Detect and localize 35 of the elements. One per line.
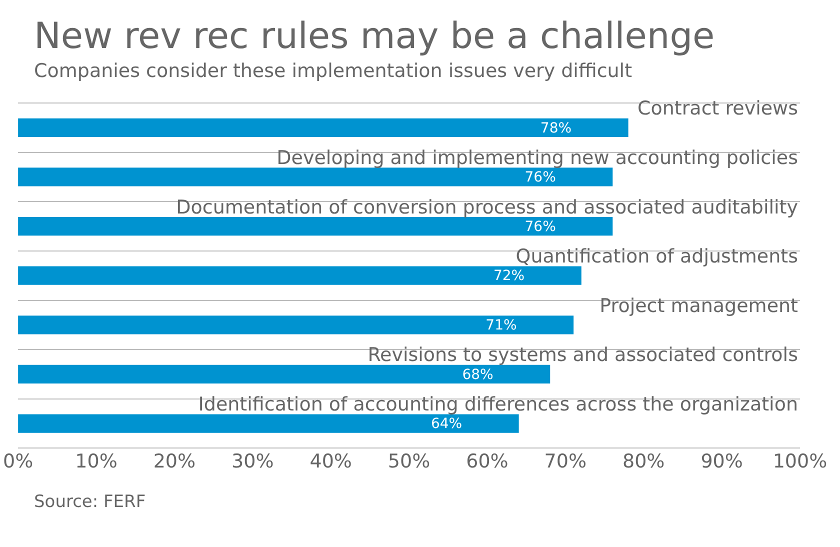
y-tick-label: Contract reviews — [637, 98, 798, 120]
data-label: 78% — [540, 120, 572, 136]
data-label: 68% — [462, 366, 494, 383]
chart-subtitle: Companies consider these implementation issues very difficult — [34, 60, 632, 82]
chart-title: New rev rec rules may be a challenge — [34, 16, 715, 57]
x-tick-label: 0% — [2, 450, 34, 473]
y-tick-label: Quantification of adjustments — [516, 246, 798, 268]
y-tick-label: Documentation of conversion process and associated auditability — [176, 196, 798, 218]
bar — [18, 414, 519, 433]
x-tick-label: 100% — [772, 450, 828, 473]
bar — [18, 216, 613, 236]
x-tick-label: 40% — [310, 450, 352, 473]
data-label: 64% — [430, 416, 462, 432]
data-label: 71% — [486, 318, 517, 334]
x-tick-label: 90% — [700, 450, 743, 473]
bar — [18, 168, 613, 186]
data-label: 76% — [524, 218, 556, 235]
x-tick-label: 50% — [388, 450, 430, 473]
bar — [18, 316, 574, 334]
x-tick-label: 20% — [153, 450, 196, 473]
x-tick-label: 80% — [622, 450, 665, 473]
bar — [18, 266, 582, 285]
x-tick-label: 30% — [232, 450, 274, 473]
y-tick-label: Developing and implementing new accounting policies — [276, 146, 798, 169]
bar — [18, 118, 628, 137]
x-tick-label: 10% — [75, 450, 118, 473]
y-tick-label: Project management — [600, 294, 798, 317]
x-tick-label: 70% — [544, 450, 587, 473]
y-tick-label: Revisions to systems and associated controls — [368, 344, 798, 366]
x-tick-label: 60% — [466, 450, 508, 473]
data-label: 76% — [524, 170, 556, 186]
bar — [18, 364, 550, 384]
y-tick-label: Identification of accounting differences across the organization — [198, 394, 798, 416]
data-label: 72% — [493, 268, 525, 284]
source-note: Source: FERF — [34, 492, 146, 512]
